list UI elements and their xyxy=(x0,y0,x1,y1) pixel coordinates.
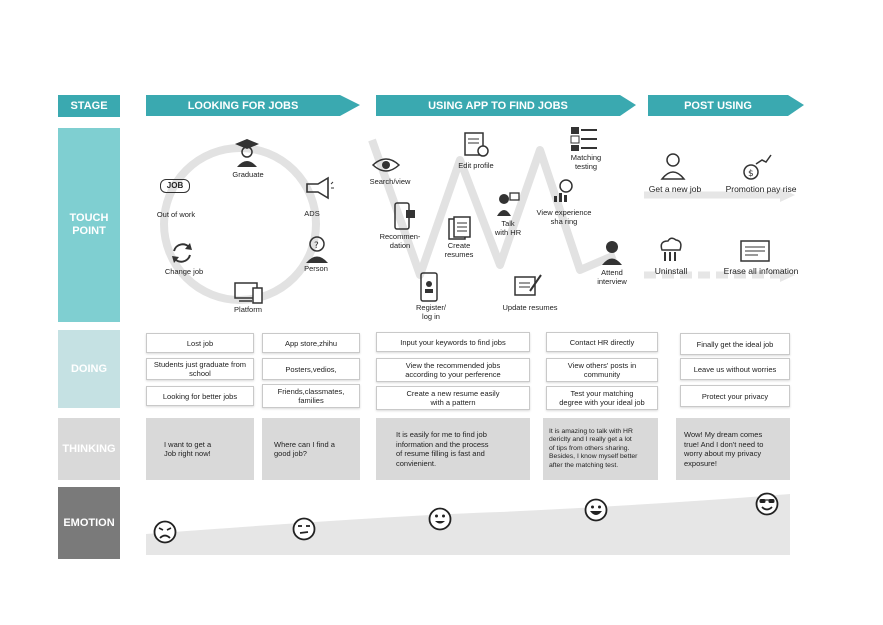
graduate-icon xyxy=(235,139,259,167)
search-view-label: Search/view xyxy=(369,177,411,186)
platform-icon xyxy=(234,282,263,304)
graduate-label: Graduate xyxy=(232,170,264,179)
register-label: Register/ log in xyxy=(415,303,446,321)
sunglasses-face-icon xyxy=(755,492,779,516)
job-badge-icon: JOB xyxy=(160,179,190,193)
svg-text:$: $ xyxy=(748,169,754,179)
row-label-touch-point: TOUCH POINT xyxy=(58,128,120,322)
doing-view-recommended: View the recommended jobs according to y… xyxy=(376,358,530,382)
row-label-emotion: EMOTION xyxy=(58,487,120,559)
edit-profile-label: Edit profile xyxy=(458,161,494,170)
out-of-work-label: Out of work xyxy=(156,210,196,219)
platform-label: Platform xyxy=(234,305,262,314)
view-experience-label: View experience sha ring xyxy=(536,208,592,226)
uninstall-label: Uninstall xyxy=(654,266,688,276)
doing-leave-worries: Leave us without worries xyxy=(680,358,790,380)
promotion-label: Promotion pay rise xyxy=(725,184,797,194)
resume-icon xyxy=(448,216,471,240)
get-new-job-label: Get a new job xyxy=(648,184,702,194)
doing-app-store: App store,zhihu xyxy=(262,333,360,353)
doing-create-resume: Create a new resume easily with a patter… xyxy=(376,386,530,410)
register-phone-icon xyxy=(420,272,438,302)
matching-testing-label: Matching testing xyxy=(570,153,602,171)
stage-arrows xyxy=(146,95,804,116)
touch-point-graphics xyxy=(160,138,795,304)
thinking-1: I want to get a Job right now! xyxy=(146,418,254,480)
create-resumes-label: Create resumes xyxy=(444,241,474,259)
erase-info-label: Erase all infomation xyxy=(723,266,799,276)
row-label-doing: DOING xyxy=(58,330,120,408)
view-experience-icon xyxy=(554,179,573,202)
person-question-icon: ? xyxy=(306,236,328,263)
stage-looking-for-jobs: LOOKING FOR JOBS xyxy=(187,99,299,112)
doing-better-jobs: Looking for better jobs xyxy=(146,386,254,406)
doing-friends: Friends,classmates, families xyxy=(262,384,360,408)
update-resumes-label: Update resumes xyxy=(502,303,558,312)
row-label-stage: STAGE xyxy=(58,95,120,117)
row-label-thinking: THINKING xyxy=(58,418,120,480)
edit-profile-icon xyxy=(464,132,489,157)
svg-text:?: ? xyxy=(314,241,319,251)
attend-interview-icon xyxy=(602,241,622,265)
erase-info-icon xyxy=(740,240,770,262)
doing-posters: Posters,vedios, xyxy=(262,358,360,380)
thinking-2: Where can I find a good job? xyxy=(262,418,360,480)
thinking-5: Wow! My dream comes true! And I don't ne… xyxy=(676,418,790,480)
annoyed-face-icon xyxy=(292,517,316,541)
new-job-person-icon xyxy=(660,153,686,180)
doing-view-posts: View others' posts in community xyxy=(546,358,658,382)
change-job-label: Change job xyxy=(164,267,204,276)
talk-hr-icon xyxy=(497,192,520,216)
doing-test-matching: Test your matching degree with your idea… xyxy=(546,386,658,410)
ads-label: ADS xyxy=(304,209,320,218)
recommendation-label: Recommen- dation xyxy=(379,232,421,250)
talk-hr-label: Talk with HR xyxy=(494,219,522,237)
refresh-icon xyxy=(172,243,192,263)
thinking-4: It is amazing to talk with HR dericlty a… xyxy=(543,418,658,480)
doing-lost-job: Lost job xyxy=(146,333,254,353)
doing-students-graduate: Students just graduate from school xyxy=(146,358,254,380)
uninstall-icon xyxy=(660,237,682,261)
doing-input-keywords: Input your keywords to find jobs xyxy=(376,332,530,352)
stage-using-app: USING APP TO FIND JOBS xyxy=(428,99,568,112)
attend-interview-label: Attend interview xyxy=(597,268,627,286)
angry-face-icon xyxy=(153,520,177,544)
phone-recommend-icon xyxy=(394,202,415,230)
promotion-icon: $ xyxy=(743,154,772,180)
matching-icon xyxy=(570,127,597,151)
doing-contact-hr: Contact HR directly xyxy=(546,332,658,352)
doing-protect-privacy: Protect your privacy xyxy=(680,385,790,407)
grin-face-icon xyxy=(584,498,608,522)
person-label: Person xyxy=(304,264,328,273)
eye-icon xyxy=(372,158,400,172)
doing-ideal-job: Finally get the ideal job xyxy=(680,333,790,355)
thinking-3: It is easily for me to find job informat… xyxy=(376,418,530,480)
stage-post-using: POST USING xyxy=(684,99,752,112)
neutral-smile-face-icon xyxy=(428,507,452,531)
megaphone-icon xyxy=(306,176,334,200)
update-resume-icon xyxy=(514,274,542,296)
